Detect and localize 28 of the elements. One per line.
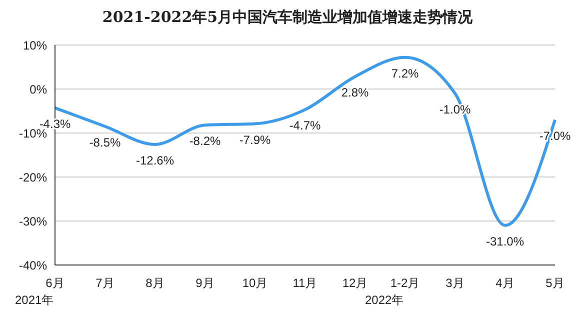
text: 2021年 [15,292,54,309]
y-tick-label: 0% [30,82,48,96]
y-tick-label: -20% [18,170,48,184]
data-label: -8.5% [89,135,121,150]
data-label: -8.2% [189,134,221,148]
y-tick-label: -30% [18,214,48,228]
x-tick-label: 11月 [292,276,318,290]
data-label: -4.7% [289,118,321,133]
y-tick-label: -10% [18,126,48,140]
data-label: -12.6% [136,153,174,168]
x-tick-label: 10月 [242,276,268,290]
data-label: -31.0% [486,234,524,248]
data-label: 7.2% [391,66,419,80]
y-tick-label: 10% [22,38,48,52]
x-tick-label: 9月 [196,276,214,290]
x-tick-label: 12月 [342,276,368,290]
text: 2022年 [365,292,404,309]
y-tick-label: -40% [18,258,48,272]
x-tick-label: 6月 [46,276,64,290]
x-tick-label: 3月 [446,276,464,290]
chart-title: 2021-2022年5月中国汽车制造业增加值增速走势情况 [101,8,474,27]
x-tick-label: 5月 [546,276,564,290]
x-tick-label: 8月 [146,276,164,290]
x-tick-label: 4月 [496,276,514,290]
x-tick-label: 1-2月 [390,276,420,290]
x-tick-label: 7月 [96,276,114,290]
data-label: 2.8% [341,86,369,100]
data-label: -7.9% [239,132,271,147]
